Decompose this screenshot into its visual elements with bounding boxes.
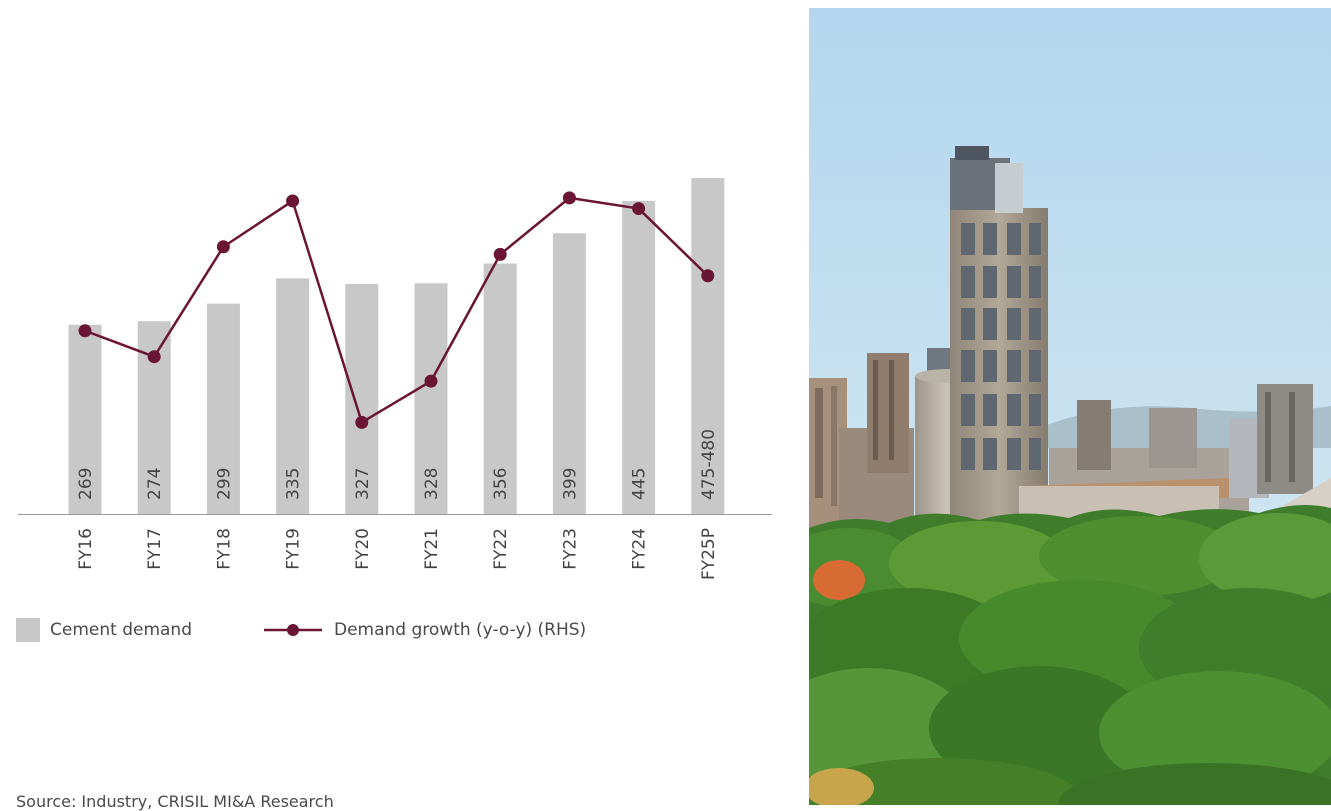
bar: [552, 233, 586, 514]
legend-bar-label: Cement demand: [50, 620, 192, 640]
x-tick-label: FY17: [145, 528, 165, 570]
bar-value-label: 299: [214, 468, 234, 500]
source-note: Source: Industry, CRISIL MI&A Research: [16, 792, 334, 811]
growth-point: [147, 350, 161, 364]
bar-value-label: 399: [560, 468, 580, 500]
chart-legend: Cement demand Demand growth (y-o-y) (RHS…: [16, 618, 586, 642]
growth-point: [562, 191, 576, 205]
growth-line: [84, 196, 709, 424]
x-tick-label: FY22: [491, 528, 511, 570]
bar: [276, 278, 310, 514]
bar: [68, 324, 102, 514]
growth-point: [632, 202, 646, 216]
legend-line-item: Demand growth (y-o-y) (RHS): [192, 620, 586, 640]
growth-point: [424, 374, 438, 388]
legend-line-label: Demand growth (y-o-y) (RHS): [334, 620, 587, 640]
x-tick-label: FY20: [353, 528, 373, 570]
bar-value-label: 445: [630, 468, 650, 500]
legend-line-marker-icon: [264, 624, 322, 636]
bar-value-label: 327: [353, 468, 373, 500]
bar: [206, 303, 240, 514]
legend-bar-swatch: [16, 618, 40, 642]
growth-point: [216, 240, 230, 254]
growth-point: [701, 269, 715, 283]
x-tick-label: FY16: [76, 528, 96, 570]
bar-value-label: 356: [491, 468, 511, 500]
cement-demand-chart: 269 274 299 335 327 328 356 399 445 475-480 FY16 FY…: [16, 178, 772, 811]
bar-value-label: 269: [76, 468, 96, 500]
bar: [345, 283, 379, 514]
x-tick-label: FY21: [422, 528, 442, 570]
bar-value-label: 328: [422, 468, 442, 500]
cement-plant-photo: [809, 8, 1331, 805]
growth-point: [493, 247, 507, 261]
growth-point: [355, 415, 369, 429]
bar-value-label: 335: [284, 468, 304, 500]
bar: [691, 178, 725, 514]
bar: [414, 283, 448, 514]
bar-value-label: 274: [145, 468, 165, 500]
bar-value-label: 475-480: [699, 429, 719, 500]
x-tick-label: FY24: [630, 528, 650, 570]
x-tick-label: FY25P: [699, 528, 719, 580]
bar: [622, 200, 656, 515]
x-tick-label: FY18: [214, 528, 234, 570]
x-tick-label: FY19: [284, 528, 304, 570]
x-tick-label: FY23: [560, 528, 580, 570]
growth-point: [286, 194, 300, 208]
growth-point: [78, 324, 92, 338]
bar: [483, 263, 517, 514]
legend-bar-item: Cement demand: [16, 618, 192, 642]
chart-svg: 269 274 299 335 327 328 356 399 445 475-480 FY16 FY…: [18, 178, 772, 580]
